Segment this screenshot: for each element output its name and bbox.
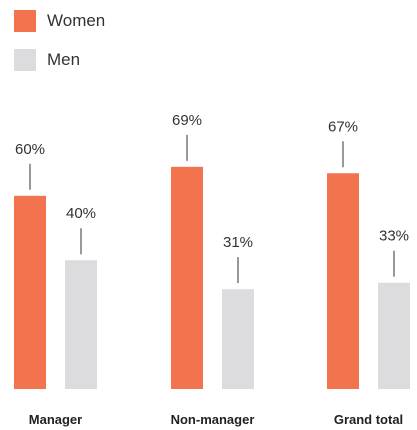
data-label-women-non-manager: 69% — [172, 112, 202, 129]
category-label-manager: Manager — [29, 412, 82, 427]
category-label-non-manager: Non-manager — [171, 412, 255, 427]
legend-swatch-men — [14, 48, 36, 71]
data-label-women-grand-total: 67% — [328, 118, 358, 135]
data-label-men-non-manager: 31% — [223, 234, 253, 251]
legend-label-women: Women — [47, 10, 106, 30]
category-label-grand-total: Grand total — [334, 412, 403, 427]
legend: Women Men — [14, 8, 105, 86]
data-label-men-grand-total: 33% — [379, 228, 409, 245]
bar-men-grand-total — [378, 282, 410, 389]
bar-women-non-manager — [171, 166, 203, 389]
legend-item-women: Women — [14, 8, 105, 33]
legend-label-men: Men — [47, 49, 81, 69]
bar-women-grand-total — [327, 173, 359, 389]
bar-men-non-manager — [222, 289, 254, 389]
bar-men-manager — [65, 260, 97, 389]
data-label-women-manager: 60% — [15, 141, 45, 158]
legend-swatch-women — [14, 9, 36, 32]
data-label-men-manager: 40% — [66, 205, 96, 222]
bar-women-manager — [14, 195, 46, 389]
legend-item-men: Men — [14, 47, 105, 72]
